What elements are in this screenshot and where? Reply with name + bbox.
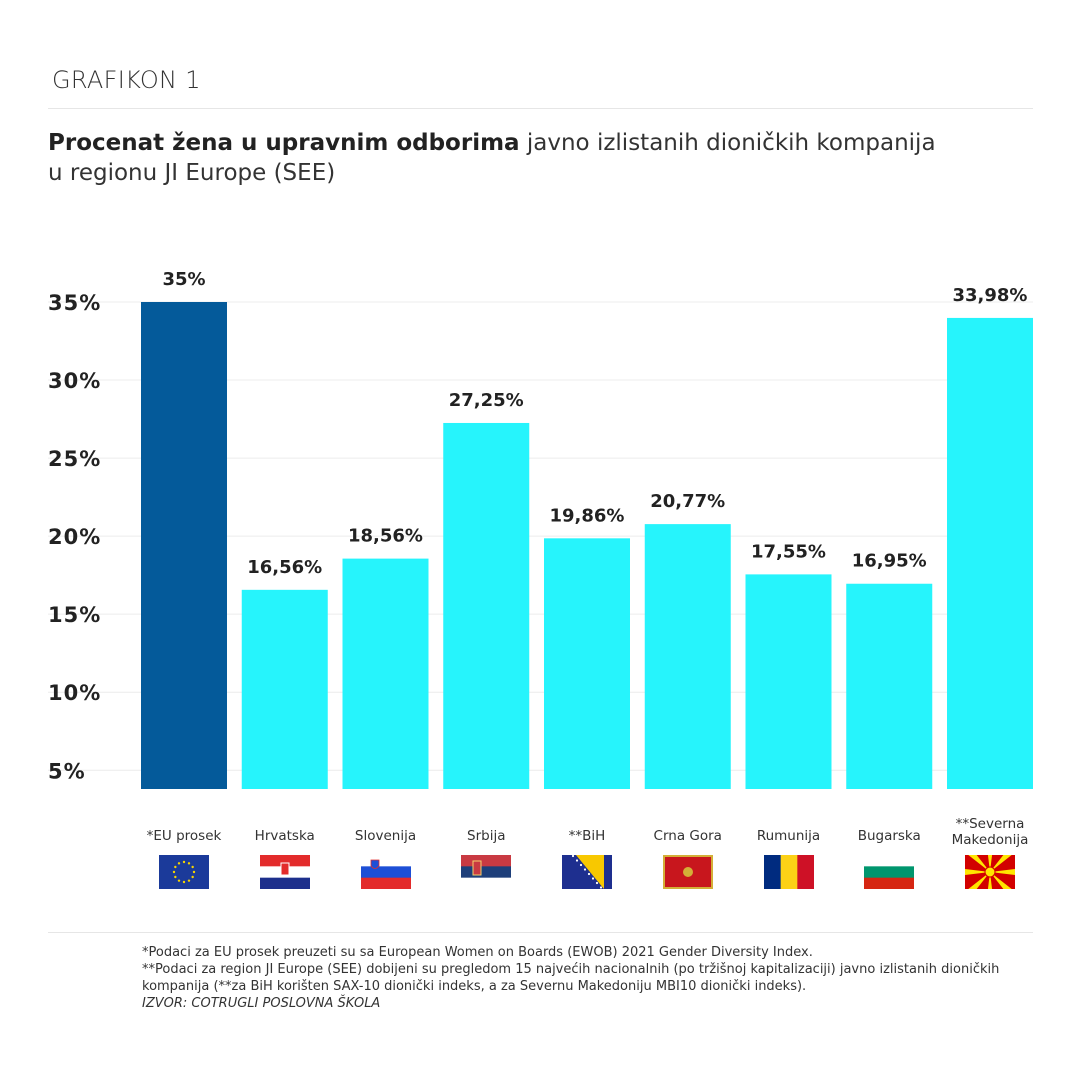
category-label: Rumunija — [756, 828, 821, 844]
data-label: 33,98% — [953, 285, 1028, 306]
bar — [745, 574, 832, 789]
montenegro-flag-icon — [662, 855, 713, 889]
serbia-flag-icon — [461, 855, 512, 890]
romania-flag-icon — [763, 855, 814, 889]
category-label: Bugarska — [857, 828, 921, 844]
y-tick-label: 20% — [48, 525, 101, 549]
category-label: Slovenija — [354, 828, 417, 844]
y-tick-label: 35% — [48, 291, 101, 315]
bar — [342, 558, 429, 789]
bar — [846, 583, 933, 789]
y-tick-label: 10% — [48, 681, 101, 705]
source-note: IZVOR: COTRUGLI POSLOVNA ŠKOLA — [142, 996, 381, 1011]
category-label: Hrvatska — [254, 828, 315, 844]
category-label: **Severna Makedonija — [951, 816, 1029, 848]
data-label: 17,55% — [751, 541, 826, 562]
category-label: Crna Gora — [653, 828, 722, 844]
category-label: *EU prosek — [146, 828, 222, 844]
bar — [544, 538, 630, 789]
croatia-flag-icon — [259, 855, 310, 890]
bih-flag-icon — [562, 854, 612, 889]
y-tick-label: 25% — [48, 447, 101, 471]
divider — [48, 932, 1033, 933]
chart-kicker: GRAFIKON 1 — [52, 66, 201, 94]
slovenia-flag-icon — [360, 855, 411, 890]
footnotes: *Podaci za EU prosek preuzeti su sa Euro… — [142, 944, 1022, 1012]
footnote-1: *Podaci za EU prosek preuzeti su sa Euro… — [142, 945, 813, 960]
data-label: 16,56% — [247, 557, 322, 578]
y-tick-label: 30% — [48, 369, 101, 393]
bar — [443, 422, 530, 789]
footnote-2: **Podaci za region JI Europe (SEE) dobij… — [142, 962, 1000, 994]
title-bold: Procenat žena u upravnim odborima — [48, 130, 520, 156]
eu-flag-icon — [159, 855, 209, 889]
category-label: **BiH — [568, 828, 606, 844]
data-label: 20,77% — [650, 491, 725, 512]
bar — [141, 302, 227, 789]
y-tick-label: 15% — [48, 603, 101, 627]
bar — [241, 589, 328, 789]
bar — [947, 317, 1033, 789]
y-tick-label: 5% — [48, 759, 86, 783]
title-rest: javno izlistanih dioničkih kompanija u r… — [48, 130, 936, 186]
bulgaria-flag-icon — [864, 855, 915, 890]
bar — [644, 524, 731, 789]
data-label: 16,95% — [852, 551, 927, 572]
data-label: 27,25% — [449, 390, 524, 411]
data-label: 35% — [162, 269, 205, 290]
category-label: Srbija — [467, 828, 506, 844]
data-label: 18,56% — [348, 526, 423, 547]
divider — [48, 108, 1033, 109]
chart-title: Procenat žena u upravnim odborima javno … — [48, 128, 948, 188]
north-macedonia-flag-icon — [950, 832, 1030, 912]
data-label: 19,86% — [550, 505, 625, 526]
